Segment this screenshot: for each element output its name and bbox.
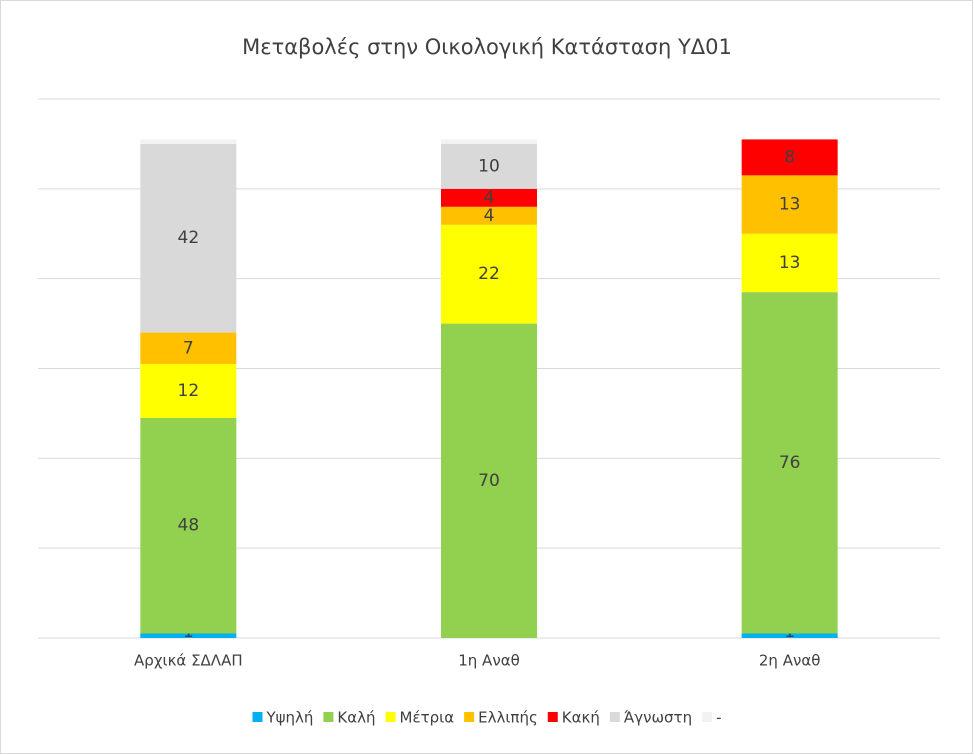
data-label: 22	[478, 264, 500, 284]
legend-swatch	[702, 712, 713, 722]
legend-swatch	[547, 712, 558, 722]
legend-label: Άγνωστη	[624, 709, 692, 727]
bar-segment	[741, 139, 838, 176]
legend-label: Ελλιπής	[478, 709, 538, 727]
legend-label: Υψηλή	[265, 709, 313, 727]
data-label: 13	[779, 253, 801, 273]
x-tick-label: 2η Αναθ	[759, 652, 821, 670]
x-tick-label: 1η Αναθ	[458, 652, 520, 670]
x-tick-label: Αρχικά ΣΔΛΑΠ	[134, 652, 243, 670]
data-label: 10	[478, 156, 500, 176]
chart-title: Μεταβολές στην Οικολογική Κατάσταση ΥΔ01	[242, 35, 732, 59]
legend-label: Καλή	[337, 709, 375, 727]
legend-swatch	[464, 712, 475, 722]
bar-segment	[741, 292, 838, 634]
data-label: 4	[484, 188, 495, 208]
data-label: 4	[484, 206, 495, 226]
bar-segment	[441, 139, 537, 144]
legend-label: Κακή	[562, 709, 600, 727]
bar-segment	[140, 633, 237, 638]
data-label: 76	[779, 453, 801, 473]
data-label: 8	[784, 147, 795, 167]
bar-segment	[140, 143, 237, 333]
bar-segment	[741, 175, 838, 234]
bar-segment	[441, 143, 537, 189]
legend-label: Μέτρια	[400, 709, 455, 727]
bar-segment	[140, 364, 237, 418]
legend-swatch	[323, 712, 334, 722]
bar-segment	[741, 633, 838, 638]
bar-segment	[441, 206, 537, 225]
data-label: 13	[779, 195, 801, 215]
legend: Υψηλή Καλή Μέτρια Ελλιπής Κακή Άγνωστη -	[252, 709, 722, 727]
legend-swatch	[252, 712, 263, 722]
legend-swatch	[385, 712, 396, 722]
bar-segment	[441, 188, 537, 207]
data-label: 12	[178, 381, 200, 401]
bar-segment	[441, 323, 537, 638]
bar-segment	[140, 417, 237, 634]
bar-segment	[441, 224, 537, 324]
data-label: 7	[183, 338, 194, 358]
data-label: 42	[178, 228, 200, 248]
legend-swatch	[609, 712, 620, 722]
data-label: 70	[478, 471, 500, 491]
data-label: 48	[178, 516, 200, 536]
bar-segment	[741, 233, 838, 293]
bar-segment	[140, 139, 237, 144]
legend-label: -	[716, 709, 721, 727]
bar-segment	[140, 332, 237, 365]
